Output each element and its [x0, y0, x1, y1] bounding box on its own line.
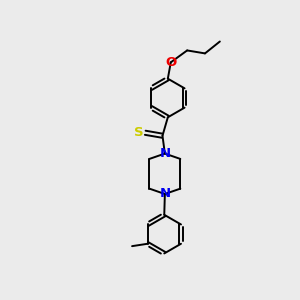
Text: S: S	[134, 126, 143, 139]
Text: N: N	[159, 147, 170, 160]
Text: N: N	[159, 188, 170, 200]
Text: O: O	[165, 56, 176, 69]
